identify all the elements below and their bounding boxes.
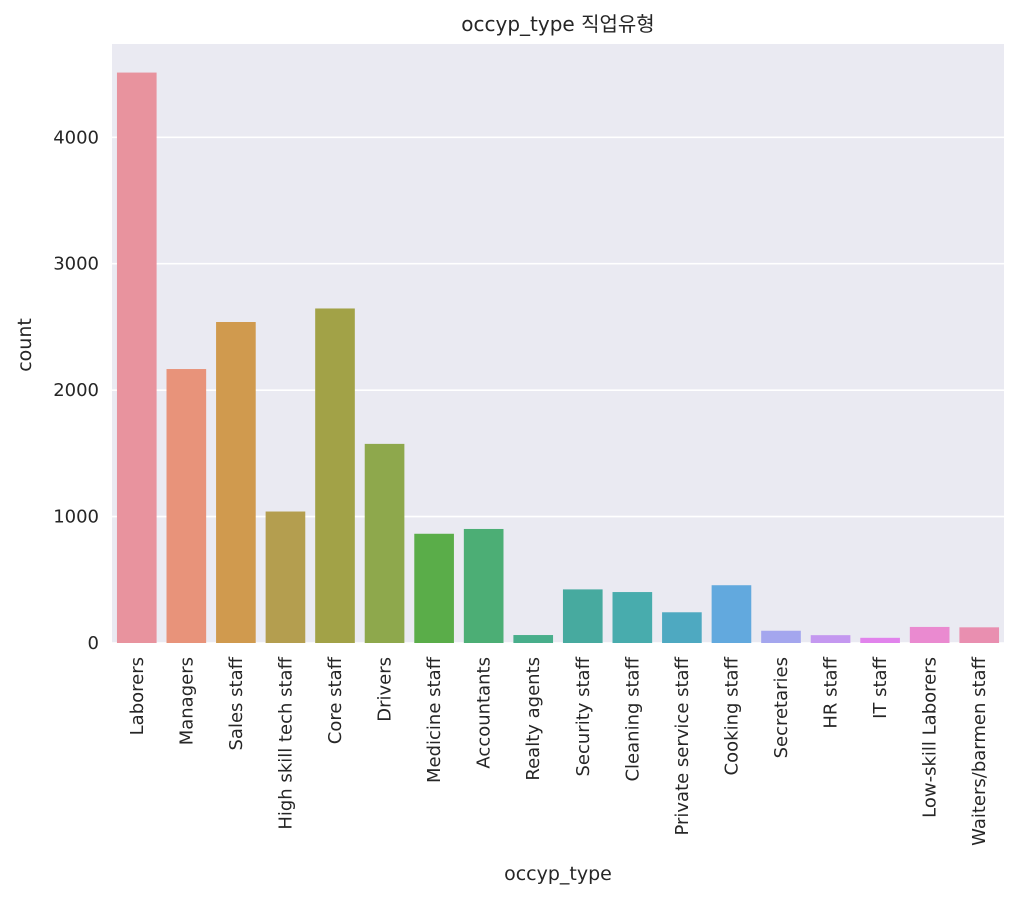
x-tick-label: Security staff bbox=[573, 656, 594, 776]
x-tick-label: Sales staff bbox=[226, 656, 247, 750]
x-tick-label: Realty agents bbox=[523, 657, 544, 781]
x-tick-label: Low-skill Laborers bbox=[920, 657, 941, 818]
bar-laborers bbox=[116, 72, 157, 644]
bar-security-staff bbox=[562, 589, 603, 643]
x-tick-label: IT staff bbox=[870, 656, 891, 718]
x-tick-label: Waiters/barmen staff bbox=[969, 656, 990, 845]
plot-area bbox=[112, 44, 1004, 643]
y-tick-label: 3000 bbox=[53, 254, 99, 275]
x-tick-label: Cleaning staff bbox=[622, 656, 643, 781]
x-tick-label: Medicine staff bbox=[424, 656, 445, 783]
y-tick-label: 0 bbox=[88, 633, 99, 654]
x-tick-label: Secretaries bbox=[771, 657, 792, 758]
bar-drivers bbox=[364, 443, 405, 643]
bar-low-skill-laborers bbox=[909, 626, 950, 643]
bar-secretaries bbox=[761, 630, 801, 643]
x-tick-label: HR staff bbox=[821, 656, 842, 728]
y-tick-labels: 0 1000 2000 3000 4000 bbox=[53, 127, 99, 654]
bars bbox=[116, 72, 1000, 644]
bar-medicine-staff bbox=[414, 533, 454, 643]
bar-cooking-staff bbox=[711, 585, 752, 643]
bar-accountants bbox=[463, 528, 504, 643]
y-tick-label: 1000 bbox=[53, 507, 99, 528]
bar-waiters-barmen-staff bbox=[959, 627, 1000, 643]
x-tick-label: Managers bbox=[176, 657, 197, 745]
bar-core-staff bbox=[315, 308, 355, 643]
x-tick-label: Private service staff bbox=[672, 656, 693, 835]
bar-sales-staff bbox=[216, 322, 256, 643]
y-tick-label: 4000 bbox=[53, 127, 99, 148]
bar-cleaning-staff bbox=[612, 592, 653, 643]
bar-realty-agents bbox=[513, 635, 554, 643]
x-tick-label: High skill tech staff bbox=[275, 656, 296, 829]
x-axis-label: occyp_type bbox=[504, 863, 612, 885]
chart-title: occyp_type 직업유형 bbox=[461, 12, 654, 36]
x-tick-label: Core staff bbox=[325, 656, 346, 744]
gridlines bbox=[112, 136, 1004, 644]
x-tick-label: Accountants bbox=[474, 657, 495, 769]
x-tick-label: Cooking staff bbox=[721, 656, 742, 775]
y-tick-label: 2000 bbox=[53, 380, 99, 401]
bar-it-staff bbox=[860, 637, 900, 643]
x-tick-labels: Laborers Managers Sales staff High skill te… bbox=[127, 656, 990, 845]
bar-private-service-staff bbox=[662, 612, 702, 643]
x-tick-label: Laborers bbox=[127, 657, 148, 735]
bar-high-skill-tech-staff bbox=[265, 511, 306, 643]
bar-hr-staff bbox=[810, 635, 851, 643]
bar-managers bbox=[166, 369, 207, 643]
y-axis-label: count bbox=[14, 318, 36, 372]
x-tick-label: Drivers bbox=[375, 657, 396, 722]
